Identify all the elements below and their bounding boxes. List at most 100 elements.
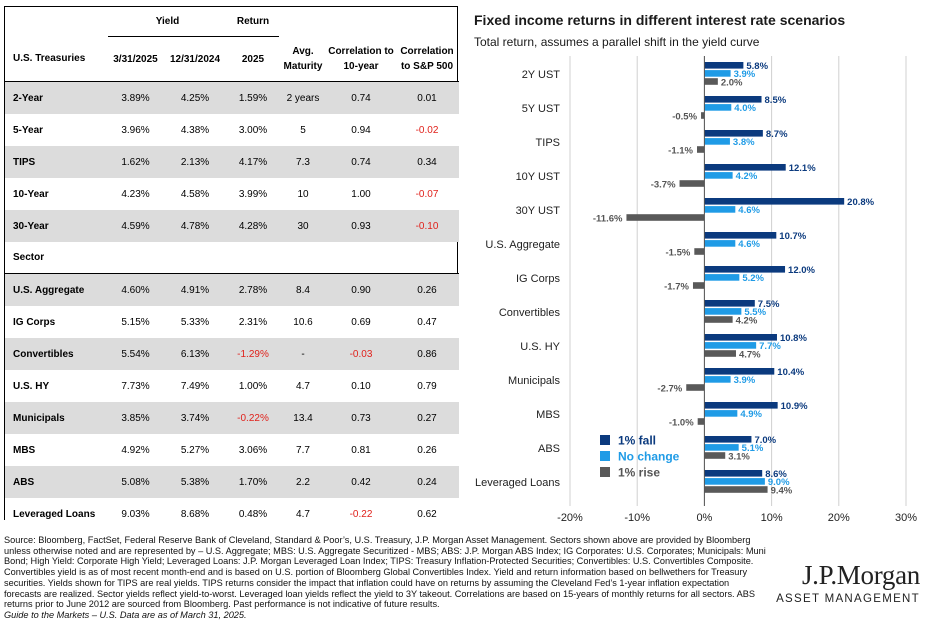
return-2025: 1.00% (227, 370, 279, 402)
x-tick-label: -10% (624, 512, 650, 524)
legend-label: 1% fall (618, 434, 656, 448)
yield-return-table: Yield Return U.S. Treasuries 3/31/2025 1… (4, 6, 459, 530)
legend-swatch (600, 451, 610, 461)
data-label: 8.5% (765, 95, 787, 106)
bar-no-change (704, 376, 731, 383)
corr-10y: 0.94 (327, 114, 395, 146)
data-label: -1.1% (668, 145, 693, 156)
jpmorgan-logo: J.P.Morgan ASSET MANAGEMENT (772, 560, 920, 605)
row-name: 30-Year (5, 210, 108, 242)
yield-current: 1.62% (108, 146, 163, 178)
data-label: -1.0% (669, 417, 694, 428)
return-2025: 1.70% (227, 466, 279, 498)
return-2025: -0.22% (227, 402, 279, 434)
bar-1-fall (704, 62, 744, 69)
data-label: 9.4% (771, 485, 793, 496)
row-name: TIPS (5, 146, 108, 178)
yield-prior: 6.13% (163, 338, 227, 370)
corr-10y: 0.69 (327, 306, 395, 338)
row-name: 5-Year (5, 114, 108, 146)
table-row: Leveraged Loans 9.03% 8.68% 0.48% 4.7 -0.22 0.… (5, 498, 459, 530)
data-label: 10.4% (777, 367, 804, 378)
bar-no-change (704, 342, 757, 349)
return-2025: 2.78% (227, 273, 279, 306)
avg-maturity: 4.7 (279, 498, 327, 530)
data-label: 2.0% (721, 77, 743, 88)
sector-label: Sector (5, 242, 459, 274)
bar-1-fall (704, 96, 762, 103)
bar-1-rise (694, 248, 705, 255)
yield-prior: 5.38% (163, 466, 227, 498)
yield-prior: 4.91% (163, 273, 227, 306)
avg-maturity: 7.7 (279, 434, 327, 466)
corr-10y: 0.74 (327, 146, 395, 178)
bar-1-fall (704, 300, 755, 307)
yield-current: 5.08% (108, 466, 163, 498)
bar-1-rise (686, 384, 705, 391)
category-label: TIPS (536, 137, 560, 149)
data-label: 4.6% (738, 239, 760, 250)
logo-subtitle: ASSET MANAGEMENT (776, 593, 920, 605)
chart-title: Fixed income returns in different intere… (474, 12, 846, 28)
legend-swatch (600, 467, 610, 477)
bar-no-change (704, 104, 732, 111)
corr-10y: 0.42 (327, 466, 395, 498)
data-label: 4.7% (739, 349, 761, 360)
table-row: U.S. HY 7.73% 7.49% 1.00% 4.7 0.10 0.79 (5, 370, 459, 402)
avg-maturity: 2.2 (279, 466, 327, 498)
return-2025: 0.48% (227, 498, 279, 530)
data-label: 3.1% (728, 451, 750, 462)
row-name: IG Corps (5, 306, 108, 338)
yield-current: 4.23% (108, 178, 163, 210)
bar-1-rise (704, 78, 718, 85)
corr-sp500: 0.47 (395, 306, 459, 338)
row-name: U.S. HY (5, 370, 108, 402)
row-name: ABS (5, 466, 108, 498)
table-row: MBS 4.92% 5.27% 3.06% 7.7 0.81 0.26 (5, 434, 459, 466)
avg-maturity: 4.7 (279, 370, 327, 402)
data-label: 5.2% (742, 273, 764, 284)
yield-current: 4.92% (108, 434, 163, 466)
data-label: 4.9% (740, 409, 762, 420)
avg-maturity: 13.4 (279, 402, 327, 434)
yield-table: Yield Return U.S. Treasuries 3/31/2025 1… (5, 7, 459, 530)
table-row: 5-Year 3.96% 4.38% 3.00% 5 0.94 -0.02 (5, 114, 459, 146)
corr-sp500: -0.02 (395, 114, 459, 146)
category-label: MBS (536, 409, 560, 421)
return-2025: 3.06% (227, 434, 279, 466)
corr-sp500: 0.01 (395, 81, 459, 114)
data-label: 7.0% (754, 435, 776, 446)
chart-subtitle: Total return, assumes a parallel shift i… (474, 35, 760, 49)
x-tick-label: -20% (557, 512, 583, 524)
returns-bar-chart: -20% -10% 0% 10% 20% 30%2Y UST5.8%3.9%2.0%5Y … (475, 56, 917, 524)
data-label: -0.5% (672, 111, 697, 122)
corr-10y: 0.73 (327, 402, 395, 434)
category-label: 10Y UST (516, 171, 561, 183)
col-header-maturity: Avg. Maturity (279, 36, 327, 82)
corr-sp500: 0.62 (395, 498, 459, 530)
corr-sp500: 0.86 (395, 338, 459, 370)
data-label: -11.6% (593, 213, 623, 224)
col-header-return: 2025 (227, 36, 279, 82)
avg-maturity: 10.6 (279, 306, 327, 338)
logo-wordmark: J.P.Morgan (801, 560, 920, 590)
return-2025: 3.99% (227, 178, 279, 210)
data-label: 3.8% (733, 137, 755, 148)
corr-sp500: 0.24 (395, 466, 459, 498)
table-row: TIPS 1.62% 2.13% 4.17% 7.3 0.74 0.34 (5, 146, 459, 178)
yield-prior: 5.27% (163, 434, 227, 466)
table-row: 10-Year 4.23% 4.58% 3.99% 10 1.00 -0.07 (5, 178, 459, 210)
bar-no-change (704, 308, 742, 315)
data-label: 4.2% (736, 315, 758, 326)
yield-current: 3.85% (108, 402, 163, 434)
yield-prior: 4.25% (163, 81, 227, 114)
yield-current: 3.96% (108, 114, 163, 146)
yield-prior: 2.13% (163, 146, 227, 178)
return-2025: -1.29% (227, 338, 279, 370)
row-name: 10-Year (5, 178, 108, 210)
data-label: -3.7% (651, 179, 676, 190)
data-label: 20.8% (847, 197, 874, 208)
bar-no-change (704, 138, 730, 145)
corr-10y: 0.10 (327, 370, 395, 402)
column-header-row: U.S. Treasuries 3/31/2025 12/31/2024 202… (5, 36, 459, 82)
